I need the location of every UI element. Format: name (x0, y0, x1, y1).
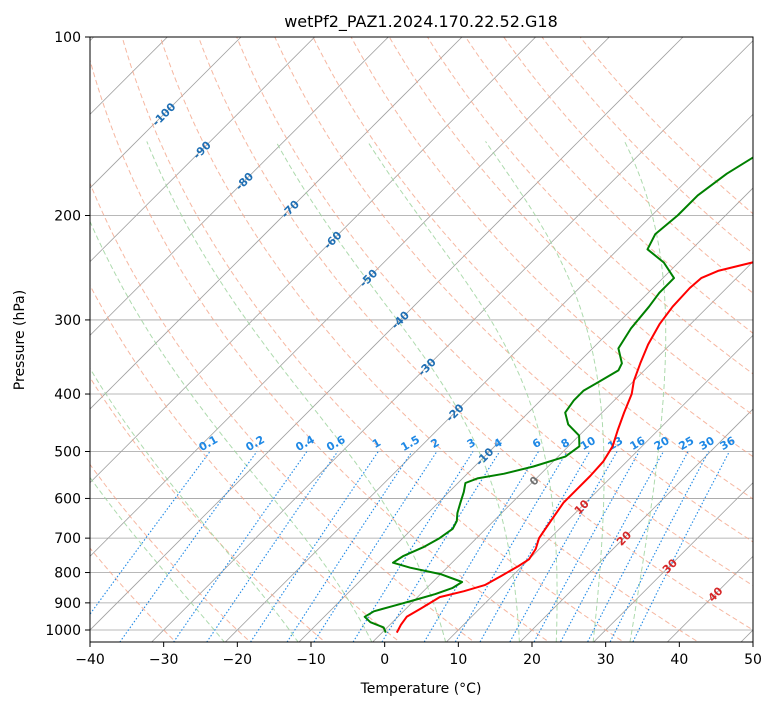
isotherm-line (298, 187, 753, 642)
isotherm-line (90, 37, 610, 557)
isotherm-line (372, 261, 753, 642)
moist-adiabat-line (485, 141, 605, 642)
dry-adiabat-line (90, 58, 550, 642)
y-tick-label: 700 (54, 531, 81, 547)
y-tick-label: 300 (54, 313, 81, 329)
dry-adiabat-line (90, 182, 476, 642)
mixing-ratio-line (559, 451, 664, 642)
dewpoint-line (363, 156, 753, 633)
y-tick-label: 500 (54, 444, 81, 460)
mixing-ratio-line (249, 451, 379, 642)
y-axis-label: Pressure (hPa) (12, 290, 28, 390)
dry-adiabat-line (90, 463, 252, 642)
y-tick-label: 1000 (45, 623, 81, 639)
isotherm-line (519, 408, 753, 642)
isotherm-line (90, 37, 463, 410)
moist-adiabat-line (90, 476, 225, 642)
isotherm-line (90, 37, 684, 631)
dry-adiabat-line (426, 37, 753, 375)
x-tick-label: −20 (223, 652, 253, 668)
x-tick-label: 10 (449, 652, 467, 668)
isotherm-line (90, 37, 537, 484)
x-tick-label: 50 (744, 652, 762, 668)
mixing-ratio-line (454, 451, 568, 642)
plot-frame (89, 36, 754, 643)
y-tick-label: 100 (54, 30, 81, 46)
mixing-ratio-line (352, 451, 474, 642)
moist-adiabat-line (624, 141, 667, 642)
profile-series (363, 156, 753, 634)
dry-adiabat-line (274, 37, 753, 543)
mixing-ratio-line (479, 451, 591, 642)
dry-adiabat-line (503, 37, 753, 294)
y-tick-label: 400 (54, 387, 81, 403)
x-axis: −40 −30 −20 −10 0 10 20 30 40 50 (75, 642, 762, 668)
mixing-ratio-line (609, 451, 710, 642)
mixing-ratio-line (423, 451, 539, 642)
x-tick-label: −40 (75, 652, 105, 668)
background-lines (90, 37, 753, 642)
dry-adiabat-line (198, 37, 753, 631)
dry-adiabat-line (236, 37, 753, 587)
mixing-ratio-line (286, 451, 413, 642)
moist-adiabat-line (275, 141, 520, 642)
x-tick-label: −30 (149, 652, 179, 668)
isotherm-line (90, 37, 316, 263)
isotherm-line (593, 482, 753, 642)
isotherm-line (151, 40, 753, 642)
isotherm-line (90, 37, 242, 189)
x-tick-label: 20 (523, 652, 541, 668)
mixing-ratio-line (119, 451, 258, 642)
y-axis: 100 200 300 400 500 600 700 800 900 1000 (45, 30, 90, 639)
moist-adiabat-line (367, 141, 558, 642)
x-tick-label: 0 (380, 652, 389, 668)
x-axis-label: Temperature (°C) (360, 681, 482, 697)
y-tick-label: 800 (54, 566, 81, 582)
y-tick-label: 900 (54, 596, 81, 612)
mixing-ratio-line (172, 451, 308, 642)
mixing-ratio-line (586, 451, 689, 642)
mixing-ratio-line (90, 451, 211, 616)
x-tick-label: −10 (296, 652, 326, 668)
isotherm-line (445, 334, 753, 642)
temperature-line (395, 261, 753, 634)
isotherm-line (90, 37, 389, 336)
isotherm-line (224, 113, 753, 642)
mixing-ratio-line (381, 451, 501, 642)
dry-adiabat-line (579, 37, 753, 215)
moist-adiabat-line (90, 367, 299, 642)
moist-adiabat-line (146, 141, 447, 642)
y-tick-label: 200 (54, 209, 81, 225)
plot-background (90, 37, 753, 642)
x-tick-label: 30 (597, 652, 615, 668)
x-tick-label: 40 (670, 652, 688, 668)
mixing-ratio-line (632, 451, 730, 642)
y-tick-label: 600 (54, 491, 81, 507)
chart-title: wetPf2_PAZ1.2024.170.22.52.G18 (284, 12, 558, 32)
dry-adiabat-line (388, 37, 753, 416)
mixing-ratio-line (206, 451, 339, 642)
dry-adiabat-line (121, 37, 625, 642)
dry-adiabat-line (90, 284, 401, 642)
